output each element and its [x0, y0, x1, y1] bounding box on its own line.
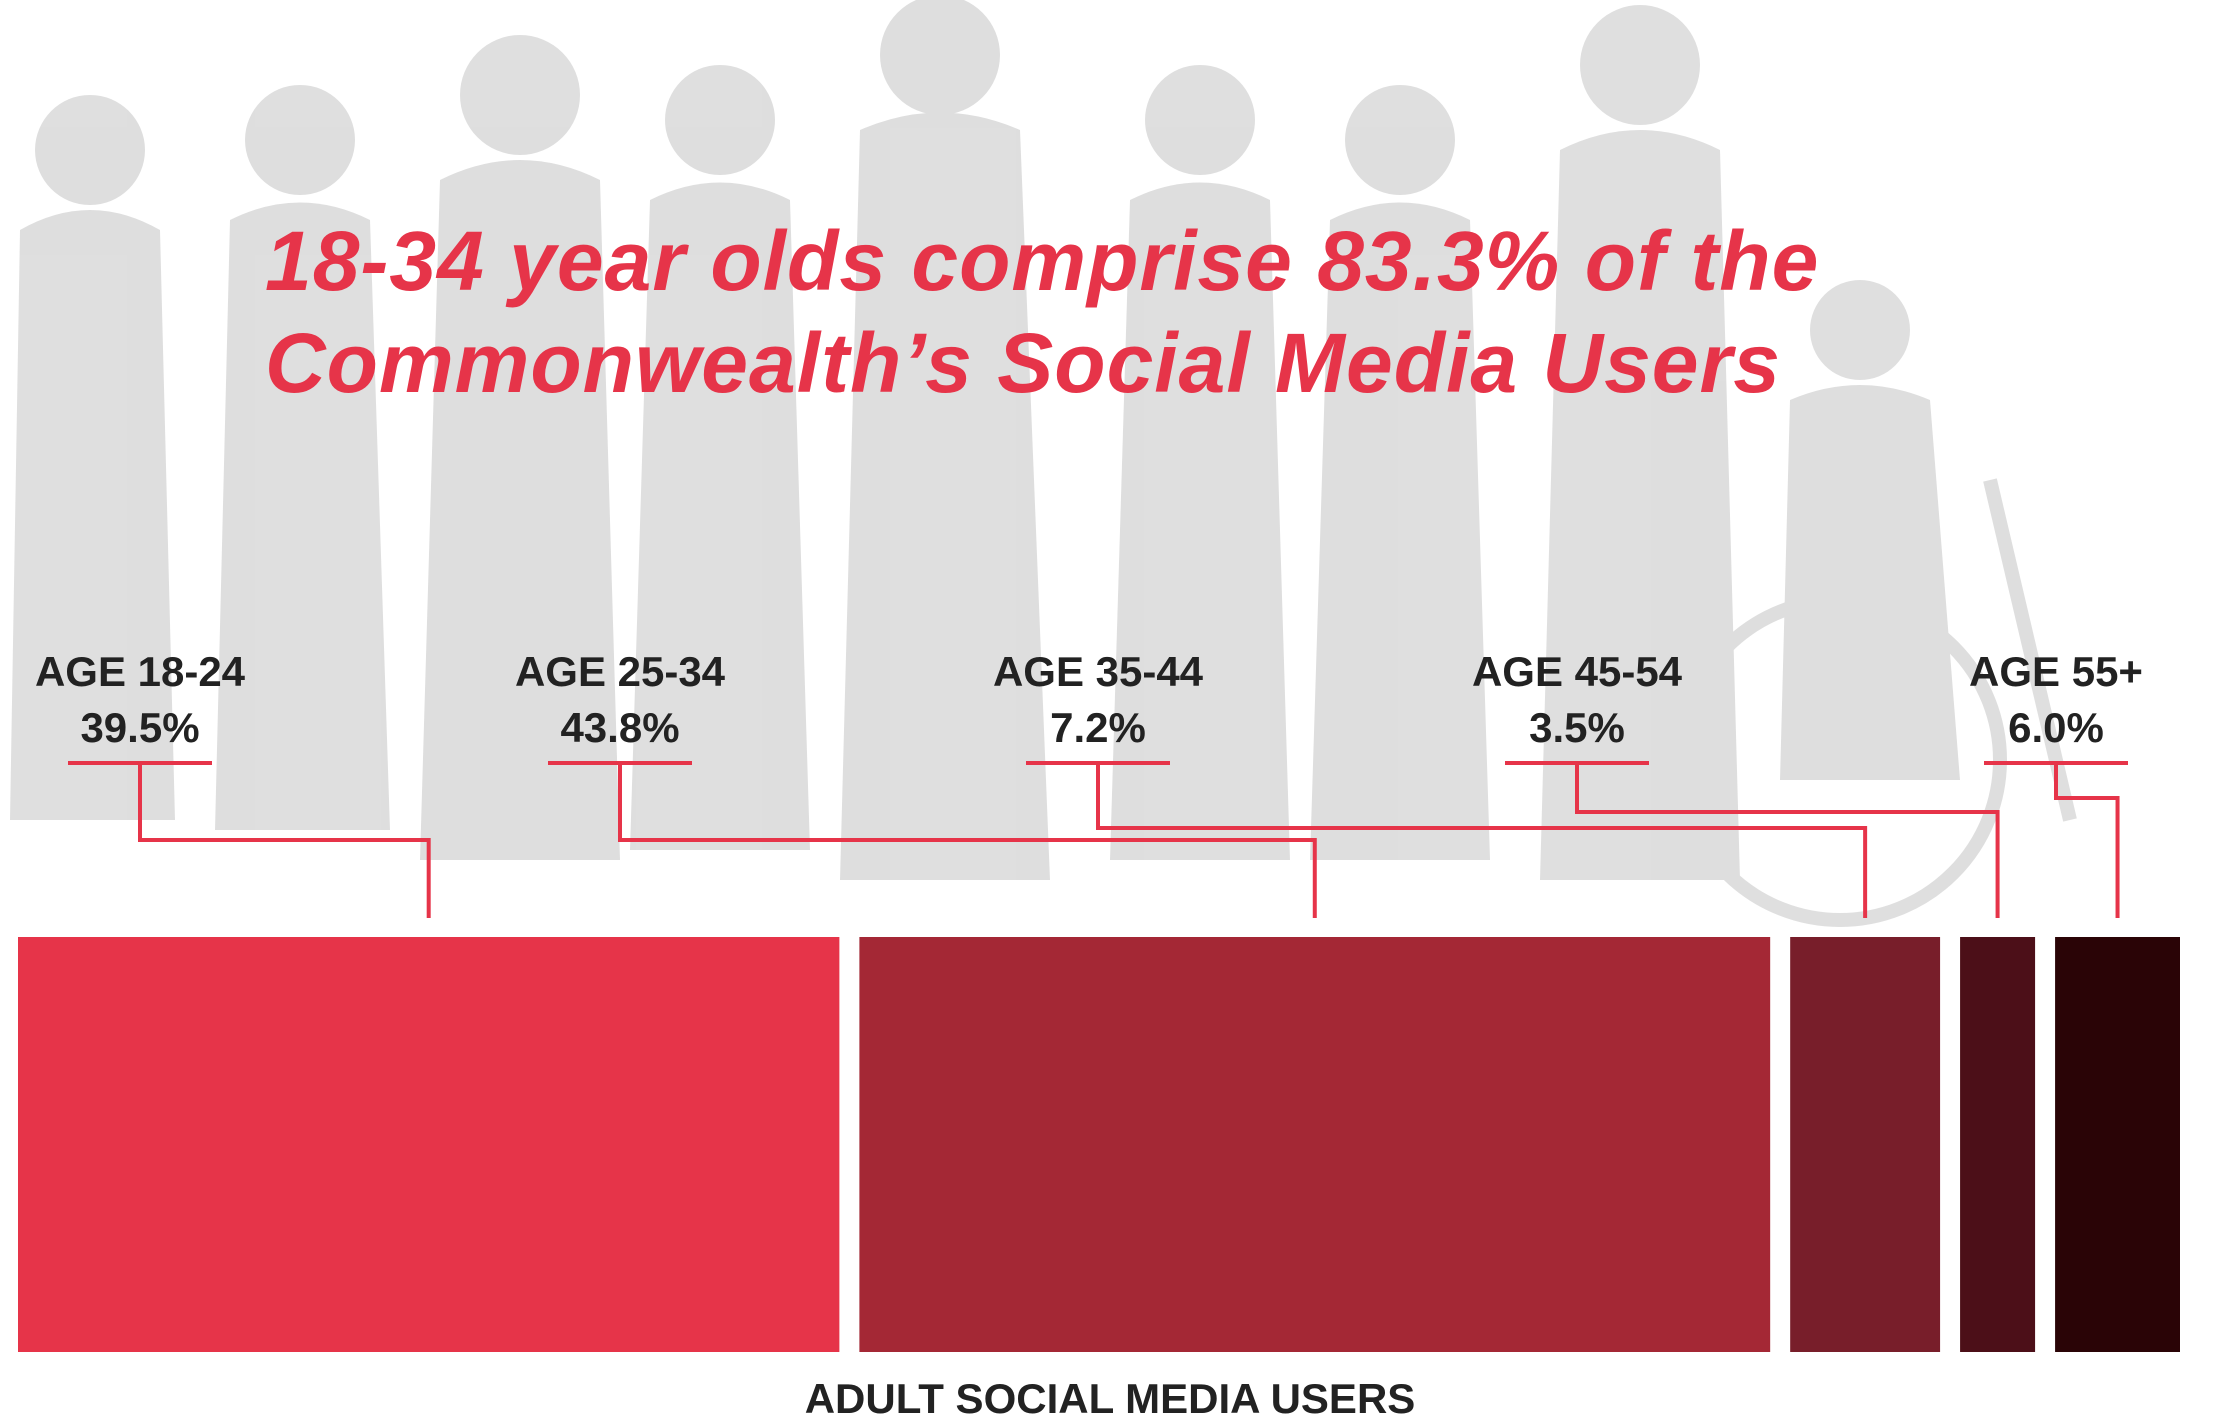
stacked-bar	[18, 937, 2180, 1352]
connector-1	[138, 763, 431, 918]
bar-segment-3	[1790, 937, 1941, 1352]
people-silhouettes-background	[10, 0, 2077, 927]
category-label-2: AGE 25-34	[515, 648, 726, 695]
connector-lines	[68, 761, 2128, 918]
connector-5	[2054, 763, 2120, 918]
x-axis-label: ADULT SOCIAL MEDIA USERS	[805, 1375, 1416, 1422]
category-label-4: AGE 45-54	[1472, 648, 1683, 695]
bar-segment-2	[859, 937, 1771, 1352]
connector-4	[1575, 763, 2000, 918]
value-label-5: 6.0%	[2008, 704, 2104, 751]
category-label-1: AGE 18-24	[35, 648, 246, 695]
value-label-2: 43.8%	[560, 704, 679, 751]
value-label-4: 3.5%	[1529, 704, 1625, 751]
chart-title: 18-34 year olds comprise 83.3% of the Co…	[265, 210, 2065, 414]
category-labels: AGE 18-24 39.5% AGE 25-34 43.8% AGE 35-44 7.2…	[35, 648, 2143, 751]
chart-title-line-2: Commonwealth’s Social Media Users	[265, 316, 1781, 410]
connector-2	[618, 763, 1317, 918]
bar-segment-5	[2055, 937, 2180, 1352]
value-label-1: 39.5%	[80, 704, 199, 751]
chart-title-line-1: 18-34 year olds comprise 83.3% of the	[265, 214, 1820, 308]
bar-segment-4	[1960, 937, 2036, 1352]
connector-3	[1096, 763, 1868, 918]
value-label-3: 7.2%	[1050, 704, 1146, 751]
bar-segment-1	[18, 937, 840, 1352]
category-label-5: AGE 55+	[1969, 648, 2143, 695]
category-label-3: AGE 35-44	[993, 648, 1204, 695]
